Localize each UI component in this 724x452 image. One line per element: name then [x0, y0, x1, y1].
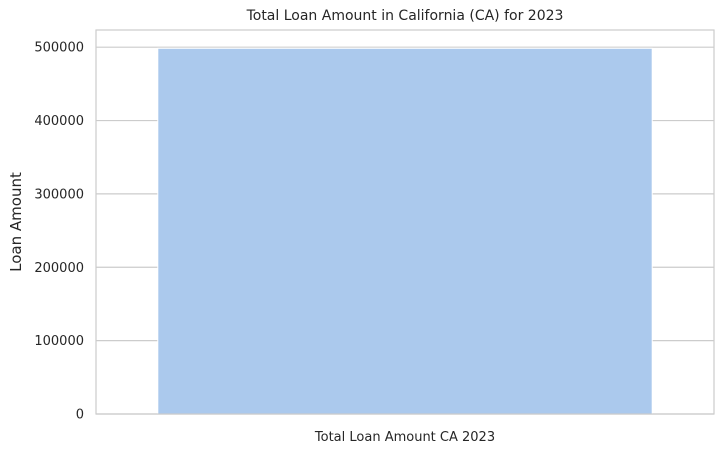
y-axis-label: Loan Amount — [7, 172, 25, 272]
x-axis-ticks: Total Loan Amount CA 2023 — [314, 430, 495, 445]
y-tick-label: 100000 — [34, 334, 84, 349]
y-tick-label: 300000 — [34, 187, 84, 202]
x-tick-label: Total Loan Amount CA 2023 — [314, 430, 495, 445]
chart-title: Total Loan Amount in California (CA) for… — [246, 8, 564, 24]
y-tick-label: 0 — [76, 408, 84, 423]
y-tick-label: 500000 — [34, 41, 84, 56]
y-axis-ticks: 0 100000 200000 300000 400000 500000 — [34, 41, 84, 423]
plot-frame — [95, 29, 715, 415]
bar — [157, 47, 653, 415]
bars — [157, 47, 653, 415]
y-tick-label: 400000 — [34, 114, 84, 129]
y-tick-label: 200000 — [34, 261, 84, 276]
